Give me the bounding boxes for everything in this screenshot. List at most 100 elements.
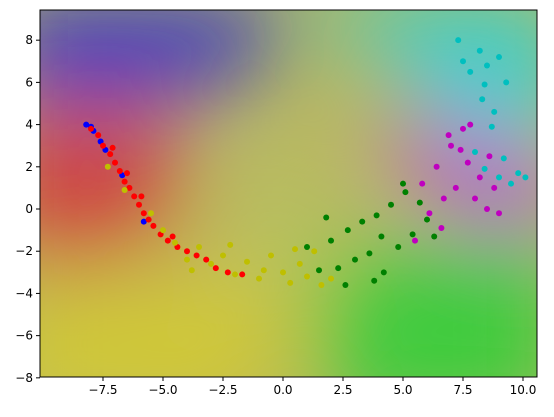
point: [126, 184, 133, 191]
point: [476, 174, 483, 181]
point: [100, 142, 107, 149]
point: [481, 81, 488, 88]
point: [448, 142, 455, 149]
x-tick-label: 7.5: [453, 383, 472, 397]
point: [491, 184, 498, 191]
point: [318, 281, 325, 288]
point: [515, 170, 522, 177]
point: [402, 189, 409, 196]
point: [164, 237, 171, 244]
y-tick-label: 6: [25, 75, 33, 89]
point: [409, 231, 416, 238]
point: [121, 187, 128, 194]
point: [433, 163, 440, 170]
point: [116, 168, 123, 175]
point: [280, 269, 287, 276]
point: [467, 121, 474, 128]
point: [107, 151, 114, 158]
x-tick-label: 0.0: [273, 383, 292, 397]
point: [496, 174, 503, 181]
point: [342, 281, 349, 288]
point: [503, 79, 510, 86]
y-tick-label: 4: [25, 118, 33, 132]
point: [472, 149, 479, 156]
point: [488, 123, 495, 130]
point: [208, 260, 215, 267]
point: [304, 243, 311, 250]
point: [136, 201, 143, 208]
point: [172, 239, 179, 246]
point: [366, 250, 373, 257]
point: [359, 218, 366, 225]
point: [460, 125, 467, 132]
point: [460, 58, 467, 65]
point: [150, 222, 157, 229]
point: [287, 279, 294, 286]
point: [304, 273, 311, 280]
point: [491, 108, 498, 115]
point: [196, 243, 203, 250]
point: [416, 199, 423, 206]
point: [452, 184, 459, 191]
point: [323, 214, 330, 221]
point: [328, 237, 335, 244]
point: [145, 216, 152, 223]
point: [496, 210, 503, 217]
axes-frame: [39, 9, 538, 378]
point: [464, 159, 471, 166]
point: [88, 125, 95, 132]
point: [239, 271, 246, 278]
point: [109, 144, 116, 151]
points: [83, 37, 529, 288]
point: [316, 267, 323, 274]
point: [426, 210, 433, 217]
point: [400, 180, 407, 187]
point: [508, 180, 515, 187]
point: [83, 121, 90, 128]
point: [419, 180, 426, 187]
point: [260, 267, 267, 274]
point: [121, 178, 128, 185]
point: [455, 37, 462, 44]
point: [256, 275, 263, 282]
y-tick-label: −2: [15, 244, 33, 258]
point: [227, 241, 234, 248]
point: [476, 47, 483, 54]
point: [232, 271, 239, 278]
point: [131, 193, 138, 200]
point: [184, 256, 191, 263]
x-tick-label: 10.0: [510, 383, 537, 397]
point: [220, 252, 227, 259]
point: [140, 210, 147, 217]
point: [268, 252, 275, 259]
point: [500, 155, 507, 162]
point: [169, 233, 176, 240]
point: [244, 258, 251, 265]
point: [352, 256, 359, 263]
y-tick-label: 2: [25, 160, 33, 174]
point: [184, 248, 191, 255]
point: [296, 260, 303, 267]
point: [378, 233, 385, 240]
x-tick-label: −5.0: [148, 383, 177, 397]
point: [193, 252, 200, 259]
point: [412, 237, 419, 244]
point: [371, 277, 378, 284]
point: [212, 265, 219, 272]
point: [388, 201, 395, 208]
point: [395, 243, 402, 250]
point: [328, 275, 335, 282]
point: [112, 159, 119, 166]
x-tick-label: 5.0: [393, 383, 412, 397]
point: [438, 225, 445, 232]
point: [138, 193, 145, 200]
point: [440, 195, 447, 202]
point: [292, 246, 299, 253]
point: [467, 68, 474, 75]
point: [95, 132, 102, 139]
point: [224, 269, 231, 276]
point: [486, 153, 493, 160]
point: [522, 174, 529, 181]
point: [484, 62, 491, 69]
